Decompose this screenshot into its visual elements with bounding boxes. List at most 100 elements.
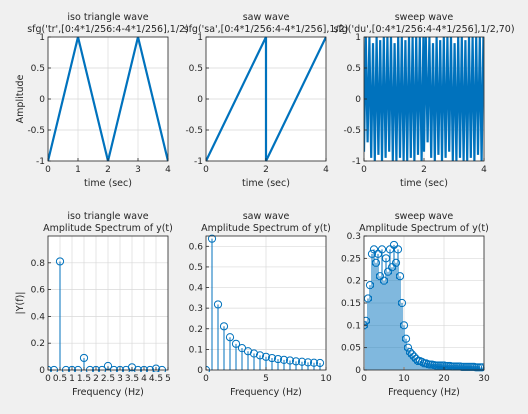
y-tick-label: 0 [197, 366, 203, 376]
stem-marker [401, 334, 411, 343]
y-tick-label: 0.5 [189, 263, 203, 273]
y-tick-label: 1 [39, 33, 45, 43]
chart-subtitle: Amplitude Spectrum of y(t) [359, 223, 489, 234]
x-tick-label: 4 [165, 165, 171, 175]
stem-marker [285, 356, 295, 365]
y-tick-label: 0 [39, 366, 45, 376]
stem-marker [397, 298, 407, 308]
stem-marker [391, 258, 401, 267]
y-tick-label: 0.5 [31, 64, 45, 74]
stem-marker [403, 343, 413, 352]
x-tick-label: 3 [117, 374, 123, 384]
y-tick-label: 0.15 [341, 299, 361, 309]
x-axis-label: time (sec) [84, 178, 132, 189]
stem-marker [219, 322, 229, 331]
y-tick-label: -0.5 [185, 126, 203, 136]
y-tick-label: 0.1 [347, 321, 361, 331]
chart-title: sweep wave [395, 12, 454, 23]
stem-marker [267, 353, 277, 363]
y-tick-label: 0.6 [31, 286, 46, 296]
x-tick-label: 0 [361, 165, 367, 175]
stem-marker [437, 361, 447, 370]
y-tick-label: 0.4 [31, 312, 46, 322]
x-axis-label: time (sec) [242, 178, 290, 189]
x-tick-label: 20 [438, 374, 450, 384]
y-tick-label: 0.4 [189, 284, 204, 294]
stem-marker [413, 356, 423, 366]
x-tick-label: 0 [45, 165, 51, 175]
x-tick-label: 2 [105, 165, 111, 175]
x-tick-label: 0 [203, 165, 209, 175]
chart-subtitle: Amplitude Spectrum of y(t) [201, 223, 331, 234]
chart-panel-3: 0 2 4 -1 -0.5 0 0.5 1 sweep wavesfg('du',[0:4*1/… [333, 12, 514, 189]
y-tick-label: -0.5 [27, 126, 45, 136]
x-tick-label: 5 [165, 374, 171, 384]
y-tick-label: 0.3 [189, 304, 203, 314]
chart-panel-2: 0 2 4 -1 -0.5 0 0.5 1 saw wavesfg('sa',[0:4*1/25… [184, 12, 349, 189]
chart-subtitle: Amplitude Spectrum of y(t) [43, 223, 173, 234]
x-tick-label: 10 [398, 374, 410, 384]
y-tick-label: 0 [39, 95, 45, 105]
stem-marker [371, 258, 381, 267]
chart-title: sweep wave [395, 211, 454, 222]
x-tick-label: 1 [69, 374, 75, 384]
stem-marker [255, 351, 265, 360]
stem-marker [419, 359, 429, 368]
chart-panel-5: 0 5 10 0 0.1 0.2 0.3 0.4 0.5 0.6 saw waveAmplitude… [189, 211, 332, 398]
stem-marker [249, 349, 259, 358]
stem-marker [213, 300, 223, 309]
chart-panel-6: 0 10 20 30 0 0.05 0.1 0.15 0.2 0.25 0.3 sweep waveA… [341, 211, 490, 398]
x-tick-label: 1 [75, 165, 81, 175]
x-tick-label: 4 [481, 165, 487, 175]
data-layer [206, 36, 326, 162]
y-tick-label: 0.5 [189, 64, 203, 74]
data-layer [364, 36, 484, 162]
y-tick-label: -0.5 [343, 126, 361, 136]
y-tick-label: 0 [355, 366, 361, 376]
y-tick-label: 0.2 [31, 339, 45, 349]
y-tick-label: 0.2 [189, 325, 203, 335]
y-tick-label: -1 [352, 157, 361, 167]
chart-title: saw wave [243, 211, 290, 222]
stem-marker [377, 245, 387, 254]
chart-title: saw wave [243, 12, 290, 23]
x-tick-label: 2 [93, 374, 99, 384]
series-line [364, 36, 484, 162]
y-axis-label: Amplitude [15, 75, 26, 124]
stem-marker [477, 363, 484, 372]
x-tick-label: 4 [141, 374, 147, 384]
y-tick-label: 0.25 [341, 254, 361, 264]
y-tick-label: 0.6 [189, 242, 204, 252]
stem-marker [467, 362, 477, 371]
stem-marker [231, 339, 241, 348]
stem-marker [425, 360, 435, 369]
y-tick-label: 0.8 [31, 259, 46, 269]
chart-title: iso triangle wave [67, 12, 148, 23]
chart-title: iso triangle wave [67, 211, 148, 222]
y-tick-label: 0 [355, 95, 361, 105]
stem-marker [309, 358, 319, 367]
data-layer [206, 234, 325, 372]
stem-marker [291, 357, 301, 366]
x-tick-label: 3.5 [125, 374, 139, 384]
x-tick-label: 4 [323, 165, 329, 175]
stem-marker [297, 357, 307, 366]
stem-marker [55, 257, 65, 266]
x-tick-label: 0 [361, 374, 367, 384]
series-line [206, 36, 326, 162]
y-tick-label: 0 [197, 95, 203, 105]
chart-subtitle: sfg('sa',[0:4*1/256:4-4*1/256],1/2) [184, 24, 349, 35]
x-tick-label: 10 [320, 374, 332, 384]
x-axis-label: time (sec) [400, 178, 448, 189]
x-axis-label: Frequency (Hz) [388, 387, 460, 398]
stem-marker [417, 357, 427, 367]
x-tick-label: 0 [45, 374, 51, 384]
y-axis-label: |Y(f)| [15, 292, 26, 315]
chart-subtitle: sfg('tr',[0:4*1/256:4-4*1/256],1/2) [27, 24, 189, 35]
x-tick-label: 2.5 [101, 374, 115, 384]
y-tick-label: 0.5 [347, 64, 361, 74]
x-tick-label: 2 [421, 165, 427, 175]
y-tick-label: 1 [355, 33, 361, 43]
